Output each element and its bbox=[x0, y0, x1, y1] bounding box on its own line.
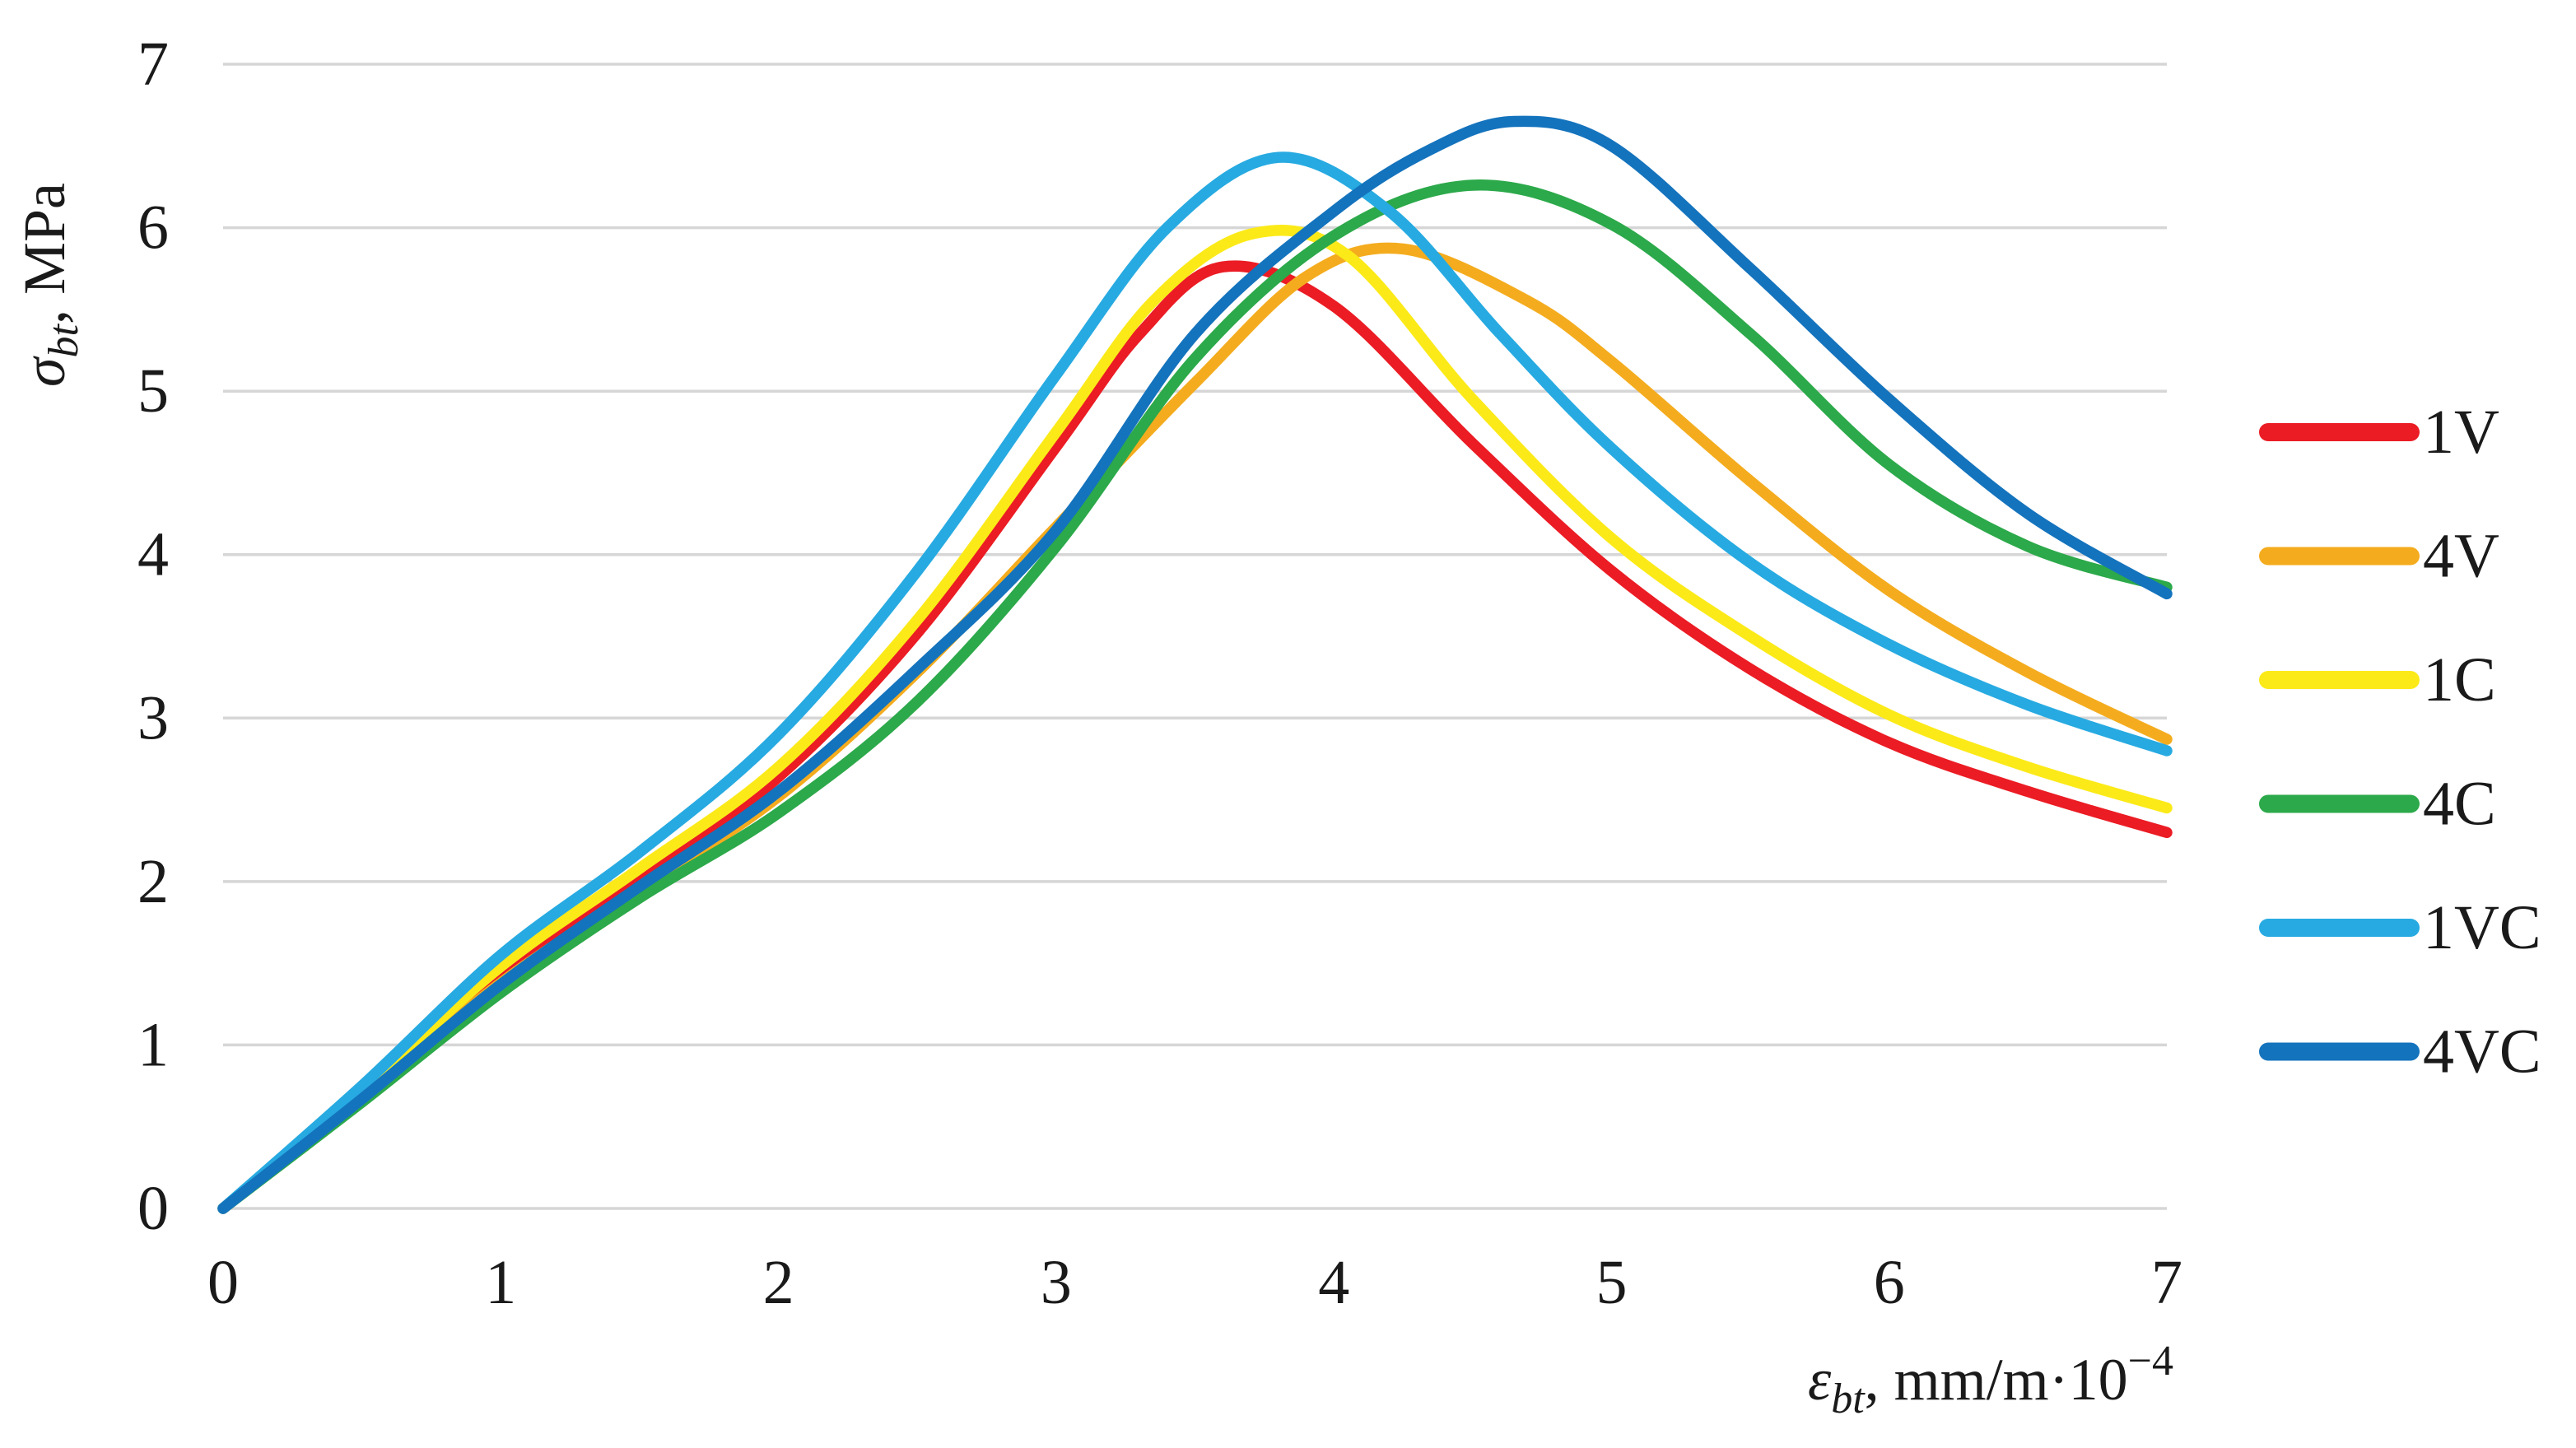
legend-item-4V: 4V bbox=[2259, 522, 2499, 591]
series-line-4C bbox=[217, 179, 2173, 1214]
legend-item-1C: 1C bbox=[2259, 645, 2496, 715]
gridlines bbox=[223, 63, 2167, 1210]
y-tick-label-5: 5 bbox=[137, 356, 169, 426]
x-tick-label-6: 6 bbox=[1874, 1248, 1905, 1317]
x-tick-label-2: 2 bbox=[763, 1248, 794, 1317]
y-tick-label-1: 1 bbox=[137, 1010, 169, 1079]
y-tick-label-4: 4 bbox=[137, 520, 169, 589]
legend-label-4V: 4V bbox=[2423, 522, 2499, 591]
series-lines bbox=[217, 115, 2173, 1214]
x-tick-label-7: 7 bbox=[2151, 1248, 2182, 1317]
y-tick-label-2: 2 bbox=[137, 847, 169, 916]
legend-label-1VC: 1VC bbox=[2423, 893, 2541, 962]
x-tick-label-4: 4 bbox=[1318, 1248, 1349, 1317]
y-tick-label-3: 3 bbox=[137, 683, 169, 752]
x-tick-label-1: 1 bbox=[485, 1248, 516, 1317]
series-line-1C bbox=[217, 224, 2173, 1214]
y-tick-label-6: 6 bbox=[137, 193, 169, 263]
legend-item-4C: 4C bbox=[2259, 770, 2496, 839]
legend-label-4C: 4C bbox=[2423, 770, 2496, 839]
legend-label-1V: 1V bbox=[2423, 398, 2499, 467]
x-tick-label-3: 3 bbox=[1041, 1248, 1072, 1317]
legend-item-1VC: 1VC bbox=[2259, 893, 2541, 962]
y-axis-tick-labels: 0 1 2 3 4 5 6 7 bbox=[137, 30, 169, 1243]
series-line-4VC bbox=[217, 115, 2173, 1214]
x-tick-label-0: 0 bbox=[207, 1248, 239, 1317]
legend: 1V 4V 1C 4C 1VC 4VC bbox=[2259, 398, 2541, 1087]
legend-item-4VC: 4VC bbox=[2259, 1017, 2541, 1087]
y-axis-title: σbt, MPa bbox=[12, 183, 87, 387]
y-tick-label-0: 0 bbox=[137, 1174, 169, 1243]
x-tick-label-5: 5 bbox=[1596, 1248, 1628, 1317]
x-axis-tick-labels: 0 1 2 3 4 5 6 7 bbox=[207, 1248, 2182, 1317]
series-line-1V bbox=[217, 260, 2173, 1214]
legend-item-1V: 1V bbox=[2259, 398, 2499, 467]
x-axis-title: εbt, mm/m·10−4 bbox=[1808, 1338, 2173, 1422]
legend-label-4VC: 4VC bbox=[2423, 1017, 2541, 1087]
y-tick-label-7: 7 bbox=[137, 30, 169, 99]
legend-label-1C: 1C bbox=[2423, 645, 2496, 715]
series-line-1VC bbox=[217, 151, 2173, 1214]
